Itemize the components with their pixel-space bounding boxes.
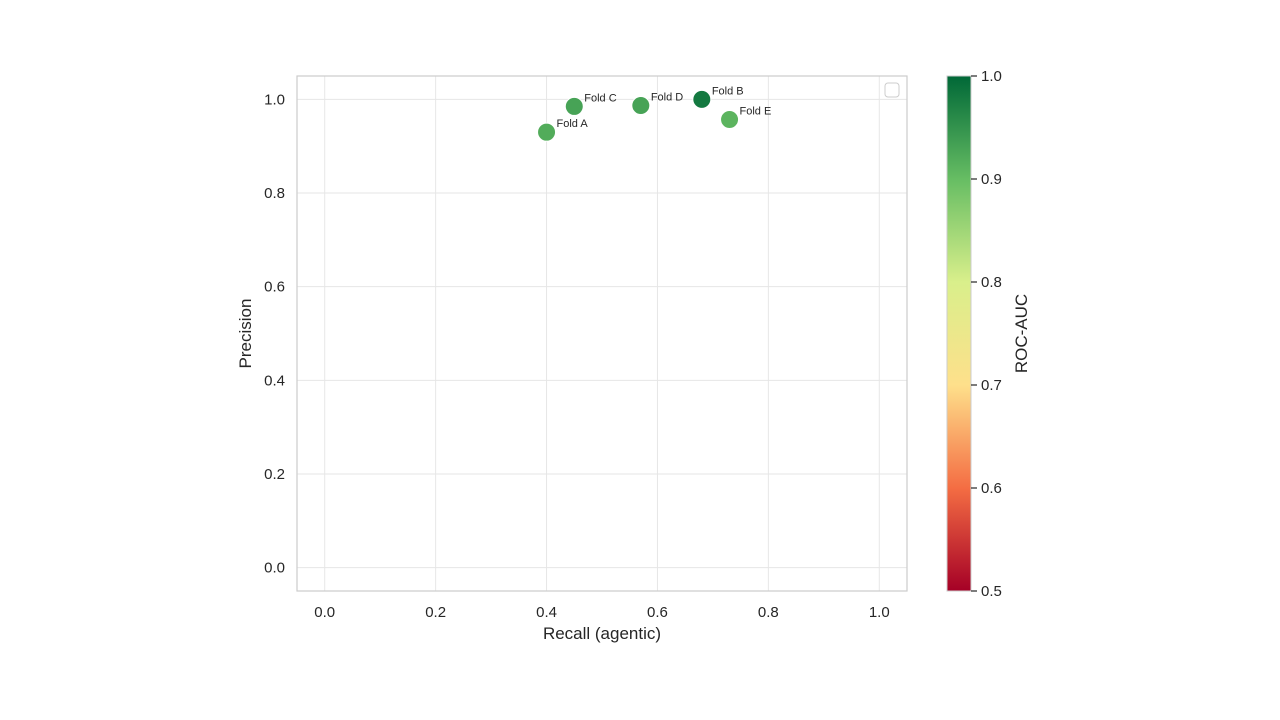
x-tick-label: 0.8	[758, 604, 779, 621]
point-label: Fold E	[740, 106, 772, 118]
y-tick-label: 0.4	[264, 372, 285, 389]
x-tick-label: 0.2	[425, 604, 446, 621]
colorbar-tick-label: 0.7	[981, 377, 1002, 394]
point-label: Fold A	[557, 118, 589, 130]
x-axis-label: Recall (agentic)	[543, 624, 661, 643]
colorbar-tick-label: 0.8	[981, 274, 1002, 291]
x-tick-label: 0.0	[314, 604, 335, 621]
y-tick-label: 1.0	[264, 91, 285, 108]
colorbar-ticks: 0.5 0.6 0.7 0.8 0.9 1.0	[971, 68, 1002, 600]
colorbar-label: ROC-AUC	[1012, 294, 1031, 373]
colorbar-tick-label: 0.9	[981, 171, 1002, 188]
point-labels: Fold A Fold B Fold C Fold D Fold E	[557, 85, 772, 130]
colorbar-tick-label: 0.6	[981, 480, 1002, 497]
colorbar	[946, 75, 972, 592]
data-point	[564, 96, 584, 116]
point-label: Fold C	[584, 92, 616, 104]
data-point	[537, 122, 557, 142]
x-tick-labels: 0.0 0.2 0.4 0.6 0.8 1.0	[314, 604, 889, 621]
colorbar-tick-label: 0.5	[981, 583, 1002, 600]
plot-frame	[296, 75, 908, 592]
data-point	[720, 110, 740, 130]
y-tick-label: 0.6	[264, 279, 285, 296]
x-tick-label: 1.0	[869, 604, 890, 621]
y-tick-label: 0.8	[264, 185, 285, 202]
x-tick-label: 0.4	[536, 604, 557, 621]
point-label: Fold D	[651, 91, 683, 103]
y-axis-label: Precision	[236, 299, 255, 369]
data-point	[631, 95, 651, 115]
y-tick-label: 0.0	[264, 560, 285, 577]
y-tick-labels: 0.0 0.2 0.4 0.6 0.8 1.0	[264, 91, 285, 576]
plot-area	[297, 76, 907, 591]
colorbar-tick-label: 1.0	[981, 68, 1002, 85]
data-point	[692, 89, 712, 109]
y-tick-label: 0.2	[264, 466, 285, 483]
data-points	[537, 89, 740, 142]
grid-lines	[297, 76, 907, 591]
point-label: Fold B	[712, 85, 744, 97]
legend-box	[884, 82, 900, 98]
x-tick-label: 0.6	[647, 604, 668, 621]
